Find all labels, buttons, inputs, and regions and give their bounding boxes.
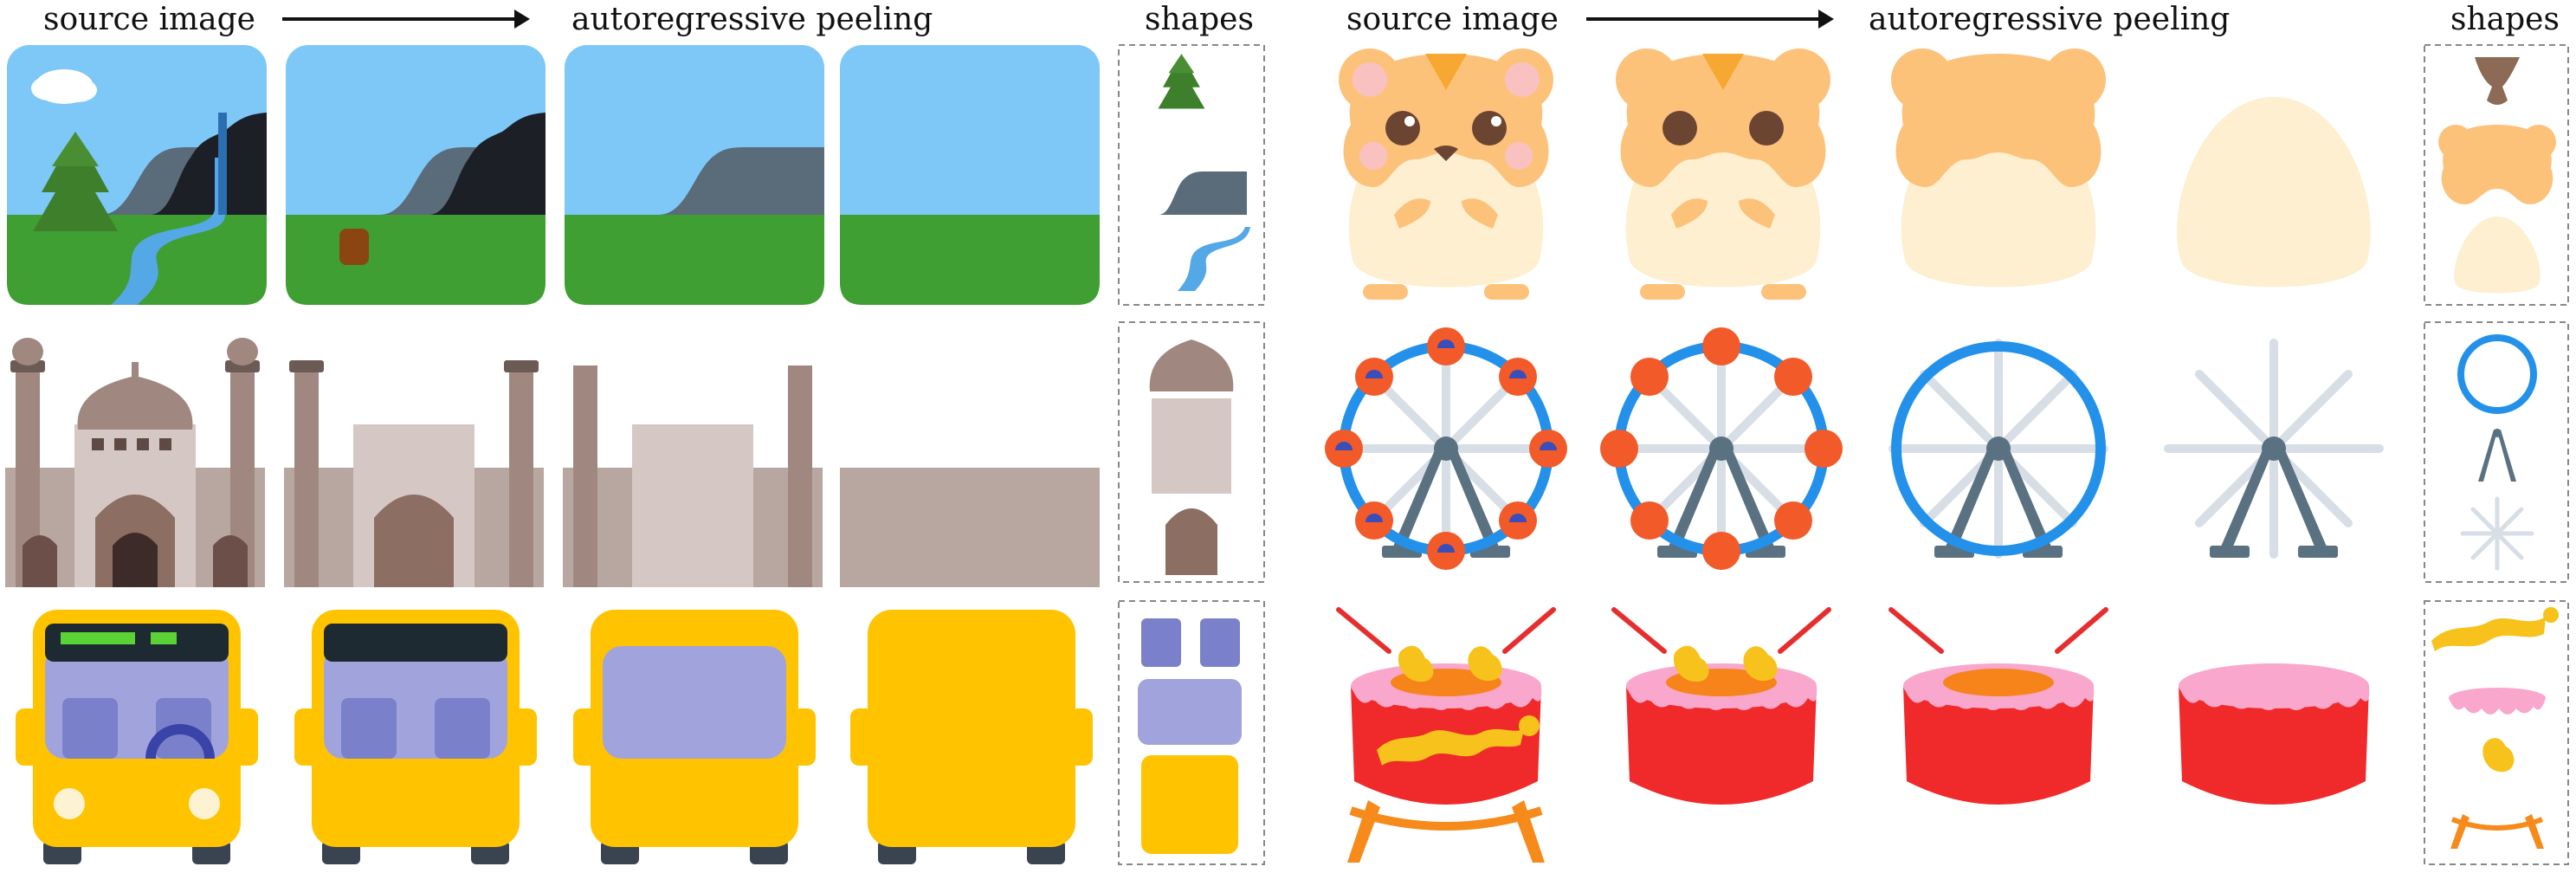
bus-peel-3: [850, 610, 1093, 864]
header-peeling-right: autoregressive peeling: [1869, 2, 2231, 37]
hamster-peel-1: [1616, 48, 1830, 300]
drum-peel-1: [1614, 610, 1829, 805]
landscape-source: [7, 45, 267, 305]
hamster-peel-2: [1891, 48, 2106, 288]
arrow-right: [1586, 10, 1834, 29]
ferris-wheel-source: [1325, 327, 1567, 570]
drum-peel-2: [1891, 610, 2106, 805]
shapes-box-bus: [1118, 600, 1265, 865]
bus-source: [16, 610, 258, 864]
bus-peel-1: [294, 610, 537, 864]
header-source-image-left: source image: [43, 2, 255, 37]
shapes-box-mosque: [1118, 321, 1265, 583]
ferris-wheel-peel-2: [1893, 343, 2104, 558]
shapes-box-landscape: [1118, 44, 1265, 306]
ferris-wheel-peel-3: [2168, 343, 2379, 558]
drum-peel-3: [2179, 663, 2370, 805]
landscape-peel-3: [840, 45, 1100, 305]
drum-source: [1339, 610, 1553, 863]
mosque-peel-3: [840, 468, 1100, 587]
ferris-wheel-peel-1: [1600, 327, 1843, 570]
shapes-box-drum: [2424, 600, 2569, 865]
shapes-box-ferris-wheel: [2424, 321, 2569, 583]
landscape-peel-2: [565, 45, 824, 305]
mosque-source: [5, 338, 265, 587]
mosque-peel-2: [563, 365, 823, 587]
hamster-peel-3: [2177, 97, 2371, 288]
header-source-image-right: source image: [1346, 2, 1559, 37]
header-peeling-left: autoregressive peeling: [571, 2, 933, 37]
shapes-box-hamster: [2424, 44, 2569, 306]
bus-peel-2: [573, 610, 816, 864]
header-shapes-left: shapes: [1145, 2, 1254, 37]
landscape-peel-1: [286, 45, 546, 305]
arrow-left: [282, 10, 530, 29]
mosque-peel-1: [284, 360, 544, 587]
hamster-source: [1339, 48, 1553, 300]
header-shapes-right: shapes: [2450, 2, 2560, 37]
